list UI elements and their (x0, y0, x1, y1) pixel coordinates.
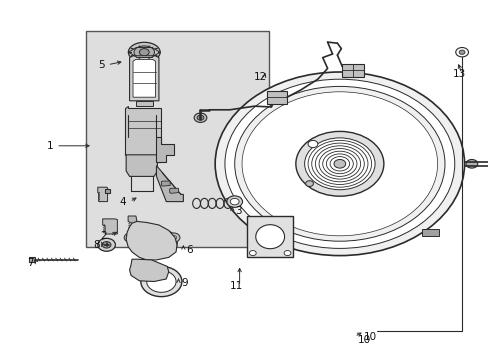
Circle shape (295, 131, 383, 196)
Circle shape (152, 237, 170, 249)
Text: 11: 11 (229, 281, 243, 291)
Text: 10: 10 (357, 335, 370, 345)
Polygon shape (342, 64, 363, 77)
Circle shape (167, 233, 180, 242)
Circle shape (230, 198, 239, 205)
Bar (246, 216, 293, 257)
Ellipse shape (145, 230, 177, 256)
Circle shape (305, 181, 313, 186)
Polygon shape (29, 257, 35, 262)
Polygon shape (105, 189, 110, 193)
Polygon shape (128, 216, 137, 232)
Text: 8: 8 (93, 240, 100, 250)
Text: 12: 12 (254, 72, 267, 82)
Polygon shape (129, 259, 168, 282)
Circle shape (146, 271, 176, 292)
Polygon shape (421, 229, 438, 236)
Circle shape (242, 92, 437, 236)
Polygon shape (124, 106, 161, 162)
Circle shape (127, 235, 133, 240)
Text: 2: 2 (100, 231, 107, 241)
Polygon shape (102, 219, 117, 234)
Circle shape (304, 138, 374, 190)
Circle shape (102, 242, 111, 248)
Polygon shape (133, 59, 155, 97)
Circle shape (307, 140, 317, 148)
Polygon shape (156, 137, 173, 162)
Text: 6: 6 (186, 245, 193, 255)
Ellipse shape (150, 233, 172, 253)
Text: 1: 1 (46, 141, 53, 151)
Text: 7: 7 (27, 258, 34, 268)
Polygon shape (136, 101, 152, 106)
Circle shape (249, 251, 256, 256)
Polygon shape (129, 56, 159, 101)
Polygon shape (267, 91, 286, 104)
Polygon shape (126, 221, 177, 260)
Polygon shape (126, 155, 157, 176)
Text: 5: 5 (98, 60, 104, 70)
Text: 10: 10 (364, 332, 377, 342)
Polygon shape (98, 187, 107, 202)
Circle shape (139, 49, 149, 56)
Text: 3: 3 (235, 206, 242, 216)
Polygon shape (169, 188, 178, 193)
Polygon shape (161, 181, 170, 186)
Circle shape (194, 113, 206, 122)
Circle shape (141, 266, 182, 297)
Ellipse shape (134, 46, 154, 58)
Bar (85, 31, 268, 247)
Circle shape (124, 233, 137, 242)
Ellipse shape (255, 225, 284, 249)
Circle shape (215, 72, 464, 256)
Text: 13: 13 (451, 69, 465, 79)
Text: 4: 4 (120, 197, 126, 207)
Circle shape (458, 50, 464, 54)
Circle shape (284, 251, 290, 256)
Circle shape (455, 48, 468, 57)
Circle shape (226, 196, 242, 207)
Circle shape (465, 159, 477, 168)
Circle shape (197, 115, 203, 120)
Circle shape (234, 86, 444, 241)
Polygon shape (156, 166, 183, 202)
Ellipse shape (128, 42, 160, 62)
Text: 9: 9 (181, 278, 188, 288)
Circle shape (170, 235, 176, 240)
Circle shape (333, 159, 345, 168)
Circle shape (98, 238, 115, 251)
Circle shape (224, 79, 454, 248)
